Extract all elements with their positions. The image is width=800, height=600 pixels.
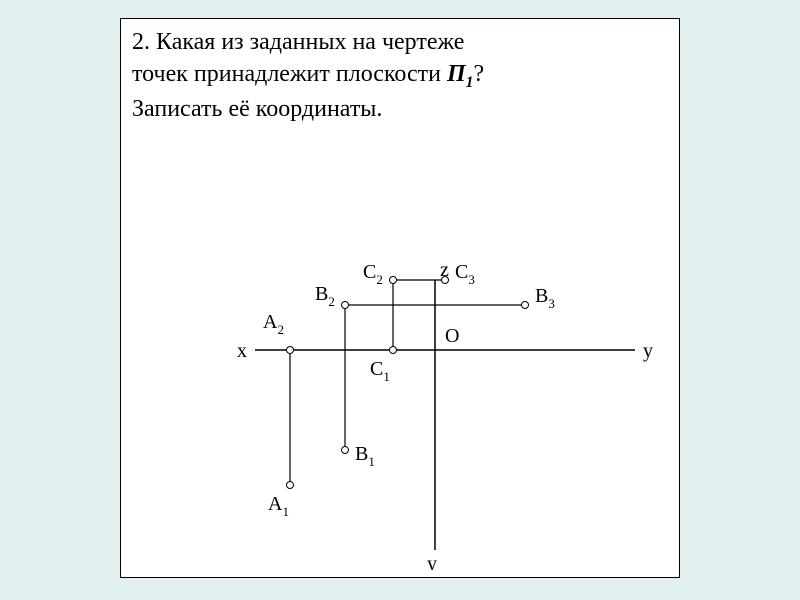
label-C1: C1: [370, 358, 390, 384]
label-A2: A2: [263, 311, 284, 337]
point-A1: [287, 482, 294, 489]
point-B3: [522, 302, 529, 309]
label-B2: B2: [315, 283, 335, 309]
question-line2b: ?: [473, 61, 484, 87]
label-C3: C3: [455, 261, 475, 287]
question-text: 2. Какая из заданных на чертеже точек пр…: [132, 26, 652, 126]
plane-symbol: П: [447, 61, 466, 87]
axis-label-x: x: [237, 340, 247, 362]
point-B1: [342, 447, 349, 454]
origin-label: O: [445, 325, 459, 347]
label-B3: B3: [535, 285, 555, 311]
axis-label-y-down: y: [427, 553, 437, 570]
axis-label-y-right: y: [643, 340, 653, 362]
question-line3: Записать её координаты.: [132, 96, 382, 122]
point-C3: [442, 277, 449, 284]
question-line2a: точек принадлежит плоскости: [132, 61, 447, 87]
label-C2: C2: [363, 261, 383, 287]
label-B1: B1: [355, 443, 375, 469]
label-A1: A1: [268, 493, 289, 519]
point-C1: [390, 347, 397, 354]
question-number: 2.: [132, 29, 150, 55]
point-A2: [287, 347, 294, 354]
point-C2: [390, 277, 397, 284]
projection-diagram: zxyyOA2A1B2B1B3C2C3C1: [155, 150, 655, 570]
diagram-container: zxyyOA2A1B2B1B3C2C3C1: [155, 150, 655, 570]
question-line1: Какая из заданных на чертеже: [156, 29, 464, 55]
point-B2: [342, 302, 349, 309]
